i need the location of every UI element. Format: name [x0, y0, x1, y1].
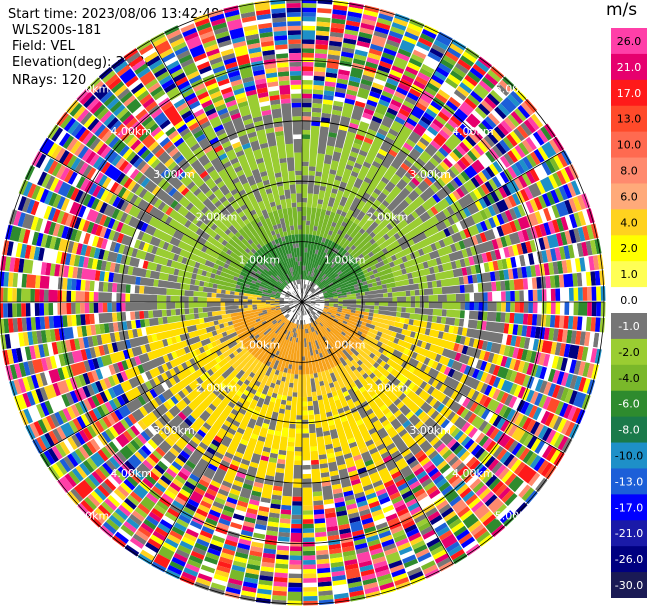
gate-group	[5, 14, 598, 595]
colorbar-swatch	[611, 546, 647, 573]
colorbar-tick-label: -17.0	[615, 501, 643, 514]
ray-line	[301, 301, 454, 564]
colorbar-swatch	[611, 235, 647, 262]
range-label: 2.00km	[367, 211, 409, 224]
colorbar-tick-label: 0.0	[620, 294, 638, 307]
colorbar-swatch	[611, 28, 647, 55]
gate-group	[3, 8, 596, 605]
colorbar-swatch	[611, 468, 647, 495]
colorbar-swatch	[611, 209, 647, 236]
colorbar-tick-label: -6.0	[618, 398, 639, 411]
ray-line	[301, 301, 564, 454]
colorbar: 26.0 21.0 17.0 13.0 10.0 8.0 6.0 4.0 2.0 1.0 0.0 -1…	[611, 28, 647, 598]
range-label: 3.00km	[153, 424, 195, 437]
colorbar-tick-label: -30.0	[615, 579, 643, 592]
colorbar-swatch	[611, 390, 647, 418]
range-label: 4.00km	[110, 467, 152, 480]
instrument-name: WLS200s-181	[12, 23, 102, 38]
colorbar-swatch	[611, 157, 647, 184]
range-label: 5.00km	[68, 510, 110, 523]
colorbar-tick-label: -8.0	[618, 424, 639, 437]
range-label: 4.00km	[110, 125, 152, 138]
range-label: 2.00km	[196, 381, 238, 394]
velocity-gates	[0, 0, 606, 606]
colorbar-unit: m/s	[606, 0, 638, 20]
colorbar-tick-label: -4.0	[618, 372, 639, 385]
gate-group	[8, 0, 600, 606]
ray-lines	[0, 0, 604, 604]
colorbar-swatch	[611, 131, 647, 159]
colorbar-swatch	[611, 105, 647, 133]
colorbar-swatch	[611, 416, 647, 444]
range-label: 2.00km	[367, 381, 409, 394]
range-label: 5.00km	[495, 82, 537, 95]
ray-line	[150, 301, 303, 564]
colorbar-tick-label: 17.0	[617, 87, 642, 100]
colorbar-swatch	[611, 442, 647, 469]
colorbar-swatch	[611, 520, 647, 547]
field-name: Field: VEL	[12, 39, 75, 54]
colorbar-tick-label: 6.0	[620, 190, 638, 203]
range-labels: 1.00km 1.00km 1.00km 1.00km 2.00km 2.00km 2.00…	[68, 82, 537, 522]
ray-line	[150, 40, 303, 303]
nrays: NRays: 120	[12, 73, 87, 88]
ray-line	[40, 150, 303, 303]
colorbar-tick-label: 26.0	[617, 35, 642, 48]
colorbar-tick-label: 2.0	[620, 242, 638, 255]
colorbar-tick-label: -21.0	[615, 527, 643, 540]
colorbar-tick-label: 13.0	[617, 113, 642, 126]
range-label: 1.00km	[324, 339, 366, 352]
start-time: Start time: 2023/08/06 13:42:48	[8, 7, 220, 22]
ray-line	[40, 301, 303, 454]
colorbar-swatch	[611, 494, 647, 521]
gate-group	[0, 2, 595, 593]
range-label: 4.00km	[452, 125, 494, 138]
colorbar-swatch	[611, 79, 647, 107]
colorbar-swatch	[611, 338, 647, 366]
ray-line	[301, 40, 454, 303]
range-label: 5.00km	[495, 510, 537, 523]
range-label: 4.00km	[452, 467, 494, 480]
range-label: 1.00km	[324, 253, 366, 266]
gate-group	[230, 305, 372, 375]
colorbar-swatch	[611, 287, 647, 314]
colorbar-tick-label: 21.0	[617, 61, 642, 74]
colorbar-swatch	[611, 53, 647, 81]
colorbar-tick-label: -26.0	[615, 553, 643, 566]
colorbar-swatch	[611, 364, 647, 392]
range-label: 5.00km	[68, 82, 110, 95]
range-label: 3.00km	[409, 168, 451, 181]
colorbar-swatch	[611, 261, 647, 288]
gate-group	[3, 17, 592, 602]
colorbar-tick-label: 8.0	[620, 165, 638, 178]
gate-group	[100, 316, 499, 506]
range-label: 3.00km	[409, 424, 451, 437]
colorbar-tick-label: 10.0	[617, 139, 642, 152]
colorbar-swatch	[611, 313, 647, 340]
colorbar-tick-label: -1.0	[618, 320, 639, 333]
colorbar-tick-label: -13.0	[615, 475, 643, 488]
colorbar-swatch	[611, 572, 647, 598]
colorbar-tick-label: -2.0	[618, 346, 639, 359]
range-label: 1.00km	[239, 339, 281, 352]
colorbar-tick-label: 1.0	[620, 268, 638, 281]
colorbar-tick-label: 4.0	[620, 216, 638, 229]
range-label: 1.00km	[239, 253, 281, 266]
ray-line	[301, 150, 564, 303]
range-label: 2.00km	[196, 211, 238, 224]
colorbar-tick-label: -10.0	[615, 450, 643, 463]
range-label: 3.00km	[153, 168, 195, 181]
colorbar-swatch	[611, 183, 647, 210]
